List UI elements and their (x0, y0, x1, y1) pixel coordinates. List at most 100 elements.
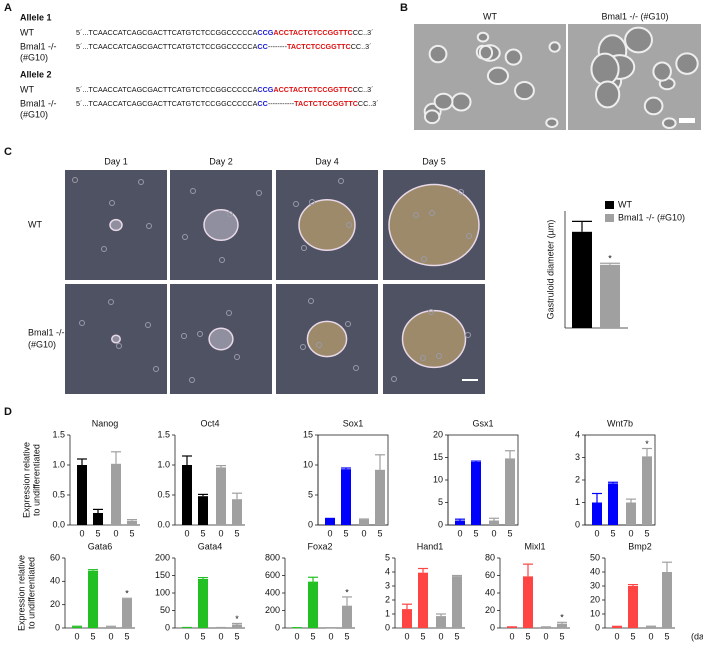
x-tick-label: 5 (644, 528, 649, 538)
bar (626, 502, 636, 525)
sequence-segment: ----------- (268, 99, 295, 108)
day-label: Day 5 (422, 156, 446, 166)
sequence-segment: CC..3´ (358, 99, 379, 108)
bar (216, 467, 226, 525)
y-tick-label: 50 (160, 605, 170, 615)
genotype-label: WT (20, 84, 34, 94)
y-tick-label: 10 (303, 459, 313, 469)
y-tick-label: 20 (433, 429, 443, 439)
panel-label: C (4, 146, 12, 158)
x-tick-label: 5 (559, 631, 564, 641)
sequence-segment: CC (257, 99, 267, 108)
debris (293, 201, 299, 207)
legend-label: Bmal1 -/- (#G10) (618, 212, 685, 222)
genotype-label: (#G10) (20, 52, 48, 62)
sequence-segment: 5´...TCAACCATCAGCGACTTCATGTCTCCGGCCCCCA (76, 42, 258, 51)
panel-label: A (4, 2, 12, 14)
y-tick-label: 10 (590, 608, 600, 618)
debris (309, 199, 315, 205)
debris (421, 256, 427, 262)
x-tick-label: 5 (630, 631, 635, 641)
panel-label: B (400, 2, 408, 14)
x-tick-label: 0 (74, 631, 79, 641)
cell-aggregate (643, 96, 664, 116)
scale-bar (462, 379, 478, 381)
column-label: WT (483, 11, 497, 21)
debris (429, 210, 435, 216)
debris (101, 246, 107, 252)
bar (198, 496, 208, 525)
bar (375, 469, 385, 525)
bar (523, 576, 533, 628)
genotype-label: Bmal1 -/- (20, 98, 57, 108)
bar (127, 520, 137, 525)
debris (316, 342, 322, 348)
y-tick-label: 0 (595, 622, 600, 632)
x-tick-label: 0 (79, 528, 84, 538)
bar (325, 519, 335, 525)
cell-aggregate (624, 26, 653, 54)
debris (146, 223, 152, 229)
chart-title: Gata6 (88, 541, 113, 551)
cell-aggregate (545, 117, 559, 129)
x-tick-label: 0 (509, 631, 514, 641)
cell-aggregate (514, 80, 535, 101)
y-tick-label: 1.0 (157, 459, 170, 469)
y-tick-label: 0.0 (157, 519, 170, 529)
column-label: Bmal1 -/- (#G10) (601, 11, 668, 21)
sequence-segment: CC (257, 42, 267, 51)
debris (458, 189, 464, 195)
x-tick-label: 0 (404, 631, 409, 641)
bar (88, 570, 98, 628)
x-tick-label: 0 (184, 631, 189, 641)
y-axis-label: Expression relative (21, 442, 31, 518)
x-tick-label: 5 (507, 528, 512, 538)
x-tick-label: 5 (310, 631, 315, 641)
sequence-segment: CC..3´ (353, 85, 374, 94)
x-axis-label: (days) (691, 631, 703, 641)
y-axis-label: Gastruloid diameter (µm) (545, 220, 555, 320)
debris (420, 355, 426, 361)
y-tick-label: 60 (50, 552, 60, 562)
y-tick-label: 40 (590, 566, 600, 576)
x-tick-label: 5 (664, 631, 669, 641)
bar (402, 609, 412, 628)
significance-mark: * (235, 614, 239, 624)
y-tick-label: 30 (590, 580, 600, 590)
significance-mark: * (345, 587, 349, 597)
y-tick-label: 0 (165, 622, 170, 632)
sequence-segment: CC..3´ (351, 42, 372, 51)
debris (108, 299, 114, 305)
y-tick-label: 20 (485, 605, 495, 615)
cell-aggregate (486, 66, 510, 86)
y-tick-label: 3 (575, 452, 580, 462)
bar (93, 513, 103, 525)
debris (181, 333, 187, 339)
y-tick-label: 5 (308, 489, 313, 499)
genotype-label: (#G10) (20, 109, 48, 119)
sequence: 5´...TCAACCATCAGCGACTTCATGTCTCCGGCCCCCAC… (76, 85, 374, 94)
y-tick-label: 0.5 (157, 489, 170, 499)
sequence-segment: TACTCTCCGGTTC (294, 99, 358, 108)
sequence-segment: 5´...TCAACCATCAGCGACTTCATGTCTCCGGCCCCCA (76, 28, 258, 37)
bar (436, 616, 446, 628)
y-tick-label: 1.5 (157, 429, 170, 439)
y-tick-label: 50 (590, 552, 600, 562)
y-tick-label: 15 (303, 429, 313, 439)
bar (507, 627, 517, 628)
x-tick-label: 5 (420, 631, 425, 641)
sequence: 5´...TCAACCATCAGCGACTTCATGTCTCCGGCCCCCAC… (76, 99, 379, 108)
cell-aggregate (675, 52, 699, 75)
row-label: Bmal1 -/- (28, 327, 65, 337)
y-tick-label: 800 (265, 552, 280, 562)
scale-bar (679, 118, 695, 123)
y-tick-label: 0 (490, 622, 495, 632)
bar (359, 519, 369, 525)
chart-title: Wnt7b (607, 418, 633, 428)
sequence-segment: ACCTACTCTCCGGTTC (273, 28, 352, 37)
debris (227, 211, 233, 217)
debris (346, 222, 352, 228)
y-tick-label: 2 (575, 474, 580, 484)
debris (189, 377, 195, 383)
